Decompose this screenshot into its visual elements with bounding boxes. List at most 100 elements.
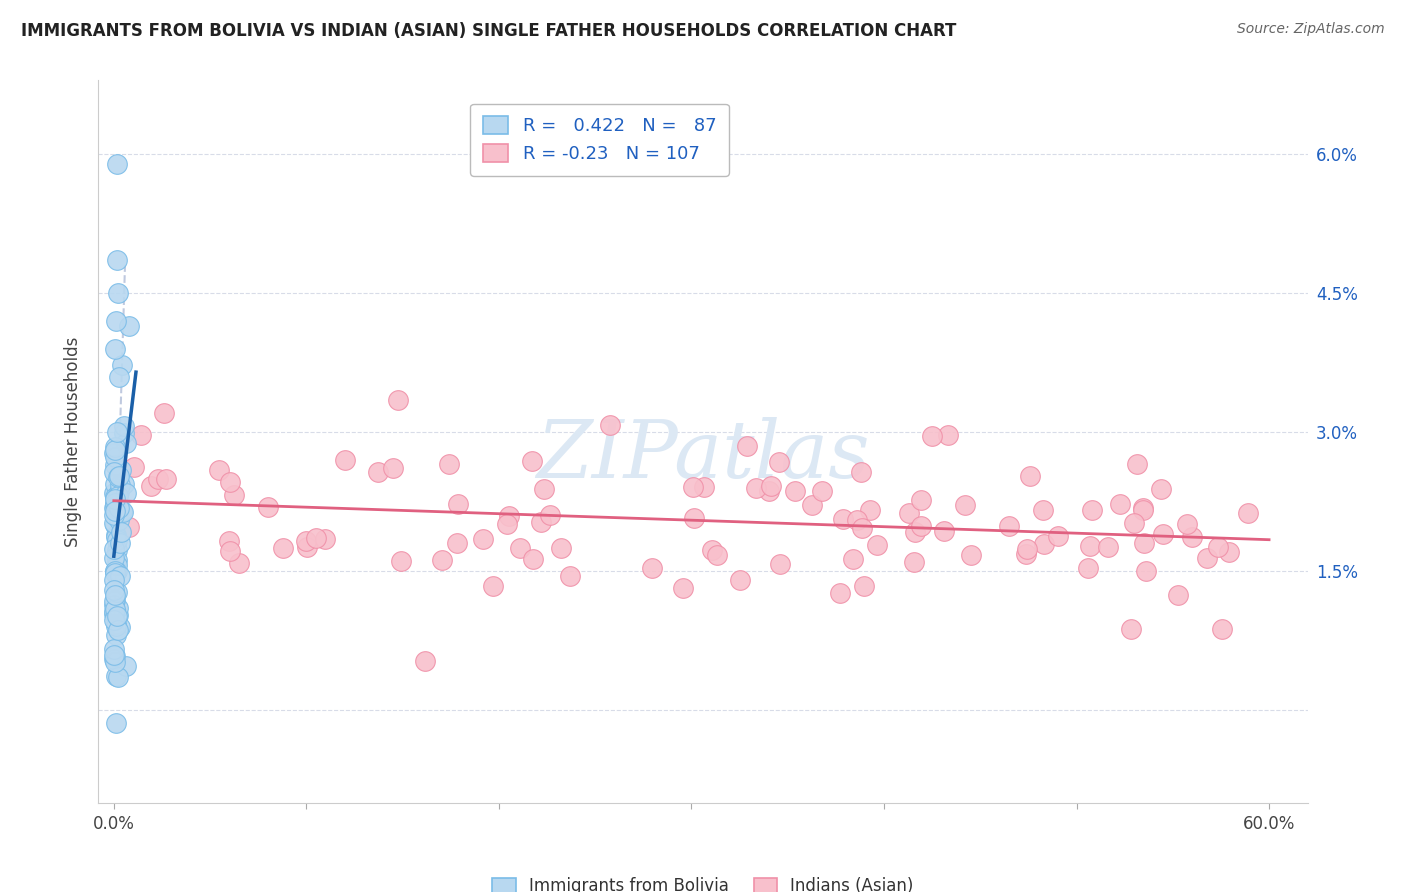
Point — [934, 524, 956, 539]
Point — [314, 532, 336, 546]
Point — [104, 617, 127, 632]
Point — [110, 525, 132, 540]
Point — [538, 508, 561, 522]
Point — [108, 370, 131, 384]
Point — [1121, 622, 1143, 636]
Point — [910, 519, 932, 533]
Point — [498, 508, 520, 523]
Point — [103, 574, 125, 588]
Point — [103, 500, 125, 515]
Point — [103, 508, 125, 522]
Point — [1133, 536, 1156, 550]
Point — [447, 497, 470, 511]
Point — [103, 550, 125, 565]
Point — [1150, 483, 1173, 497]
Point — [104, 518, 127, 533]
Point — [1175, 516, 1198, 531]
Point — [256, 500, 278, 514]
Point — [107, 286, 129, 301]
Point — [228, 557, 250, 571]
Point — [105, 543, 128, 558]
Point — [1081, 503, 1104, 517]
Point — [1132, 502, 1154, 516]
Point — [146, 472, 169, 486]
Point — [139, 478, 162, 492]
Point — [108, 620, 131, 634]
Point — [104, 565, 127, 579]
Point — [1181, 530, 1204, 544]
Point — [706, 548, 728, 562]
Point — [295, 540, 318, 554]
Point — [1032, 537, 1054, 551]
Point — [155, 472, 177, 486]
Point — [768, 455, 790, 469]
Point — [105, 253, 128, 268]
Point — [105, 530, 128, 544]
Point — [921, 429, 943, 443]
Point — [107, 670, 129, 684]
Point — [103, 602, 125, 616]
Point — [509, 541, 531, 555]
Point — [104, 619, 127, 633]
Legend: Immigrants from Bolivia, Indians (Asian): Immigrants from Bolivia, Indians (Asian) — [484, 869, 922, 892]
Point — [842, 551, 865, 566]
Point — [1167, 588, 1189, 602]
Point — [437, 457, 460, 471]
Point — [1211, 622, 1233, 636]
Point — [104, 458, 127, 473]
Point — [769, 557, 792, 571]
Point — [104, 504, 127, 518]
Point — [851, 521, 873, 535]
Point — [105, 669, 128, 683]
Point — [335, 453, 357, 467]
Point — [114, 659, 136, 673]
Point — [1032, 503, 1054, 517]
Point — [910, 493, 932, 508]
Point — [108, 484, 131, 499]
Point — [111, 358, 134, 372]
Point — [550, 541, 572, 555]
Point — [520, 454, 543, 468]
Point — [811, 484, 834, 499]
Point — [105, 533, 128, 548]
Point — [104, 477, 127, 491]
Point — [105, 585, 128, 599]
Point — [112, 419, 135, 434]
Point — [759, 479, 782, 493]
Point — [830, 586, 852, 600]
Point — [105, 558, 128, 572]
Point — [218, 543, 240, 558]
Point — [295, 533, 318, 548]
Point — [446, 536, 468, 550]
Point — [115, 435, 138, 450]
Point — [381, 460, 404, 475]
Point — [111, 504, 134, 518]
Point — [1109, 497, 1132, 511]
Point — [103, 485, 125, 500]
Point — [530, 515, 553, 529]
Point — [522, 552, 544, 566]
Point — [783, 484, 806, 499]
Point — [104, 342, 127, 356]
Point — [103, 582, 125, 597]
Text: ZIPatlas: ZIPatlas — [536, 417, 870, 495]
Point — [112, 477, 135, 491]
Point — [482, 579, 505, 593]
Point — [367, 466, 389, 480]
Point — [104, 314, 127, 328]
Point — [107, 624, 129, 638]
Point — [953, 498, 976, 512]
Point — [389, 554, 412, 568]
Point — [1197, 550, 1219, 565]
Point — [118, 319, 141, 334]
Point — [103, 465, 125, 479]
Point — [222, 488, 245, 502]
Point — [111, 505, 134, 519]
Point — [496, 516, 519, 531]
Point — [533, 482, 555, 496]
Point — [1206, 541, 1229, 555]
Point — [432, 553, 454, 567]
Point — [936, 428, 959, 442]
Text: IMMIGRANTS FROM BOLIVIA VS INDIAN (ASIAN) SINGLE FATHER HOUSEHOLDS CORRELATION C: IMMIGRANTS FROM BOLIVIA VS INDIAN (ASIAN… — [21, 22, 956, 40]
Point — [104, 564, 127, 578]
